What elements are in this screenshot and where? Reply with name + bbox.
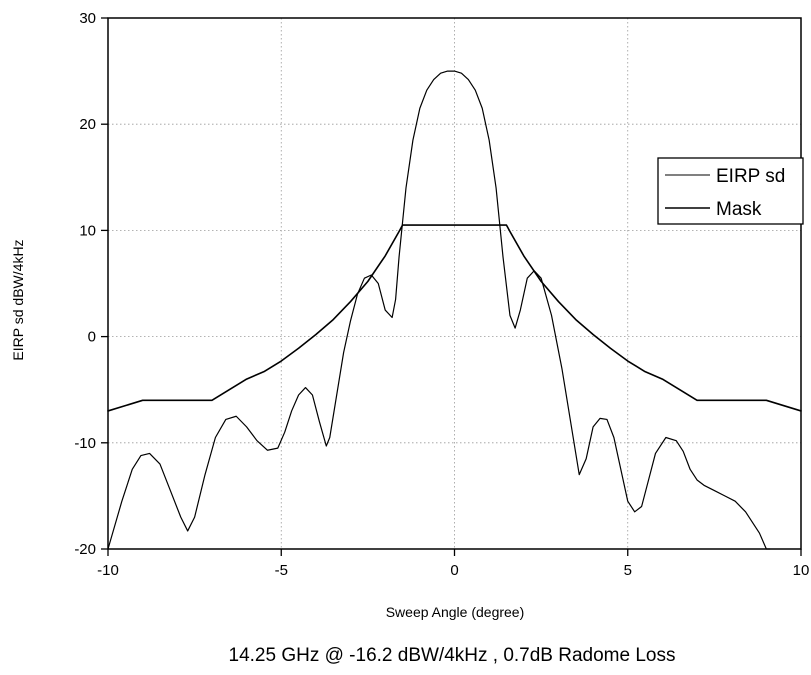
- x-tick-label: -10: [97, 562, 119, 579]
- legend: EIRP sd Mask: [657, 157, 804, 225]
- chart-caption: 14.25 GHz @ -16.2 dBW/4kHz , 0.7dB Radom…: [229, 645, 676, 666]
- y-tick-label: -10: [74, 435, 96, 452]
- y-axis-title: EIRP sd dBW/4kHz: [10, 239, 26, 360]
- x-tick-label: 10: [793, 562, 810, 579]
- y-tick-label: 10: [79, 222, 96, 239]
- x-tick-label: 0: [450, 562, 458, 579]
- legend-label-eirp: EIRP sd: [716, 166, 785, 187]
- y-tick-label: 30: [79, 10, 96, 27]
- legend-box: [657, 157, 804, 225]
- x-tick-label: 5: [624, 562, 632, 579]
- grid-layer: [108, 18, 801, 549]
- y-tick-label: -20: [74, 541, 96, 558]
- x-tick-label: -5: [275, 562, 288, 579]
- legend-label-mask: Mask: [716, 199, 762, 220]
- series-line-eirp-sd: [107, 70, 771, 550]
- x-axis-title: Sweep Angle (degree): [386, 604, 525, 620]
- series-line-mask: [107, 224, 802, 412]
- series-layer: [107, 70, 802, 550]
- y-tick-label: 20: [79, 116, 96, 133]
- y-tick-label: 0: [88, 329, 96, 346]
